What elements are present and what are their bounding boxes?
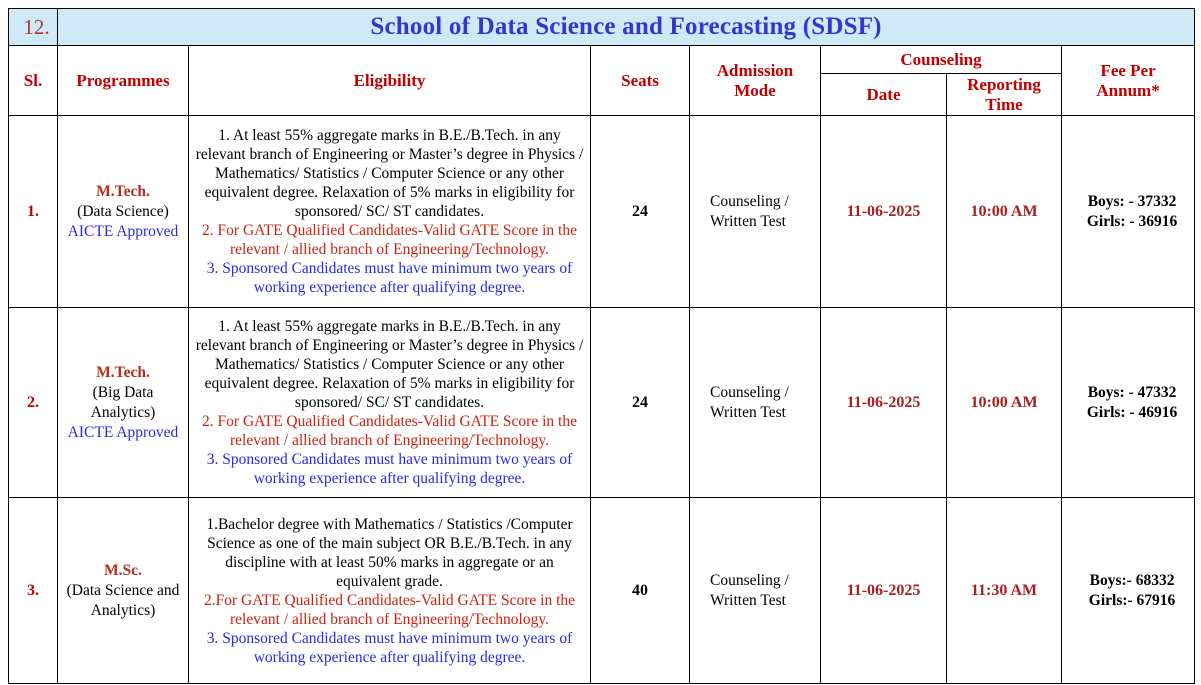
- fee-boys: Boys: - 37332: [1087, 192, 1177, 210]
- eligibility-cell: 1. At least 55% aggregate marks in B.E./…: [188, 115, 591, 308]
- seats-value: 24: [590, 307, 690, 498]
- table-row-msc-data-science: 3. M.Sc. (Data Science and Analytics) 1.…: [8, 497, 1196, 684]
- fee-boys: Boys: - 47332: [1087, 383, 1177, 401]
- programme-cell: M.Tech. (Big Data Analytics) AICTE Appro…: [57, 307, 189, 498]
- admission-mode-value: Counseling / Written Test: [689, 307, 821, 498]
- counseling-date-value: 11-06-2025: [820, 497, 947, 684]
- header-counseling: Counseling: [820, 45, 1062, 74]
- fee-boys: Boys:- 68332: [1089, 571, 1175, 589]
- table-row-mtech-big-data: 2. M.Tech. (Big Data Analytics) AICTE Ap…: [8, 307, 1196, 498]
- reporting-time-value: 10:00 AM: [946, 307, 1062, 498]
- admission-mode-value: Counseling / Written Test: [689, 497, 821, 684]
- eligibility-point-1: 1.Bachelor degree with Mathematics / Sta…: [206, 515, 573, 590]
- table-row-mtech-data-science: 1. M.Tech. (Data Science) AICTE Approved…: [8, 115, 1196, 308]
- fee-girls: Girls: - 36916: [1086, 212, 1178, 230]
- eligibility-cell: 1.Bachelor degree with Mathematics / Sta…: [188, 497, 591, 684]
- fee-cell: Boys: - 37332 Girls: - 36916: [1060, 115, 1196, 308]
- programme-cell: M.Sc. (Data Science and Analytics): [57, 497, 189, 684]
- eligibility-cell: 1. At least 55% aggregate marks in B.E./…: [188, 307, 591, 498]
- admission-mode-value: Counseling / Written Test: [689, 115, 821, 308]
- section-number: 12.: [8, 8, 58, 46]
- header-eligibility: Eligibility: [188, 45, 591, 116]
- eligibility-point-2: 2.For GATE Qualified Candidates-Valid GA…: [203, 591, 576, 628]
- eligibility-point-3: 3. Sponsored Candidates must have minimu…: [206, 451, 573, 487]
- sl-number: 1.: [8, 115, 58, 308]
- header-sl: Sl.: [8, 45, 58, 116]
- programme-cell: M.Tech. (Data Science) AICTE Approved: [57, 115, 189, 308]
- sl-number: 2.: [8, 307, 58, 498]
- table-subheader-row: Date Reporting Time: [9, 73, 1195, 116]
- section-title: School of Data Science and Forecasting (…: [56, 8, 1196, 46]
- header-reporting-time: Reporting Time: [946, 73, 1062, 116]
- eligibility-point-2: 2. For GATE Qualified Candidates-Valid G…: [202, 413, 577, 449]
- programme-specialization: (Big Data Analytics): [90, 383, 156, 421]
- fee-girls: Girls: - 46916: [1086, 403, 1178, 421]
- programme-approval: AICTE Approved: [67, 222, 179, 240]
- reporting-time-value: 11:30 AM: [946, 497, 1062, 684]
- sdsf-programmes-table: 12. School of Data Science and Forecasti…: [8, 8, 1196, 684]
- eligibility-point-1: 1. At least 55% aggregate marks in B.E./…: [195, 318, 584, 411]
- programme-specialization: (Data Science and Analytics): [66, 581, 180, 619]
- fee-cell: Boys: - 47332 Girls: - 46916: [1060, 307, 1196, 498]
- counseling-date-value: 11-06-2025: [820, 307, 947, 498]
- fee-girls: Girls:- 67916: [1088, 591, 1176, 609]
- header-programmes: Programmes: [57, 45, 189, 116]
- eligibility-point-2: 2. For GATE Qualified Candidates-Valid G…: [202, 222, 577, 258]
- table-header-row: Sl. Programmes Eligibility Seats Admissi…: [8, 45, 1196, 116]
- seats-value: 40: [590, 497, 690, 684]
- section-title-row: 12. School of Data Science and Forecasti…: [8, 8, 1196, 46]
- programme-name: M.Sc.: [104, 561, 142, 579]
- programme-approval: AICTE Approved: [67, 423, 179, 441]
- header-seats: Seats: [590, 45, 690, 116]
- programme-specialization: (Data Science): [77, 202, 169, 220]
- header-date: Date: [820, 73, 947, 116]
- reporting-time-value: 10:00 AM: [946, 115, 1062, 308]
- fee-cell: Boys:- 68332 Girls:- 67916: [1060, 497, 1196, 684]
- sl-number: 3.: [8, 497, 58, 684]
- counseling-date-value: 11-06-2025: [820, 115, 947, 308]
- seats-value: 24: [590, 115, 690, 308]
- eligibility-point-1: 1. At least 55% aggregate marks in B.E./…: [195, 127, 584, 220]
- header-fee-per-annum: Fee Per Annum*: [1060, 45, 1196, 116]
- eligibility-point-3: 3. Sponsored Candidates must have minimu…: [206, 260, 573, 296]
- programme-name: M.Tech.: [96, 182, 150, 200]
- header-admission-mode: Admission Mode: [689, 45, 821, 116]
- programme-name: M.Tech.: [96, 363, 150, 381]
- eligibility-point-3: 3. Sponsored Candidates must have minimu…: [206, 629, 573, 666]
